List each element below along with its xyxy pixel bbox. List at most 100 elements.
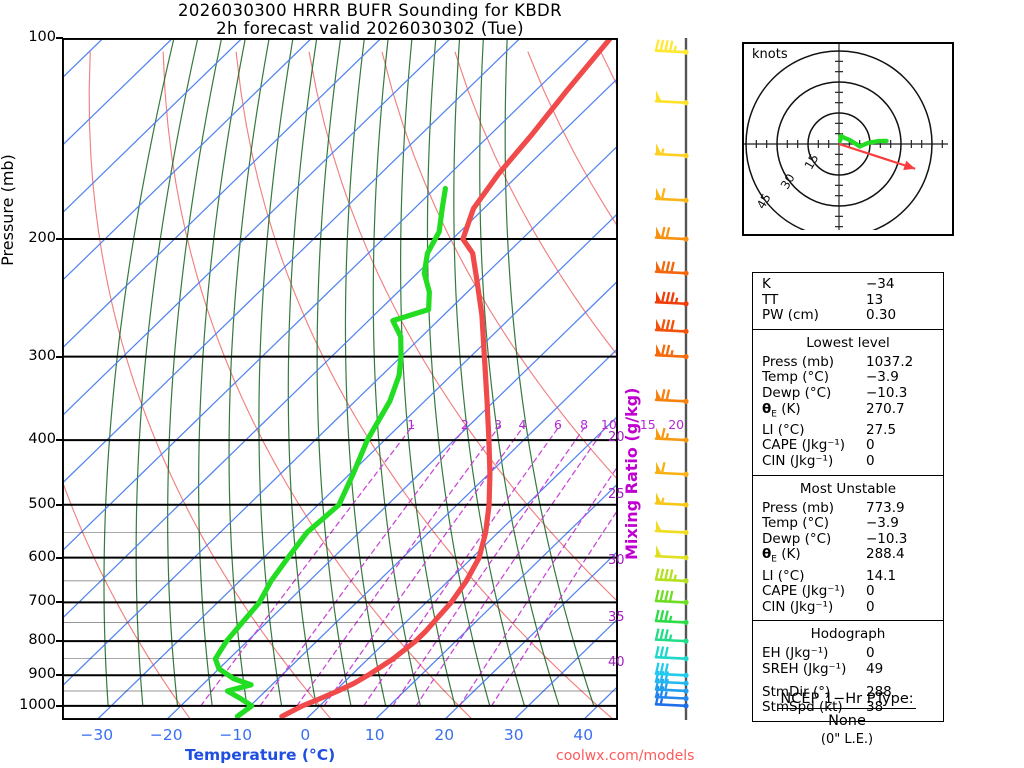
stat-value: 270.7 — [866, 400, 905, 417]
stat-key: CIN (Jkg⁻¹) — [762, 598, 834, 615]
pressure-tick-label: 300 — [28, 347, 56, 364]
stat-key: LI (°C) — [762, 421, 805, 438]
wind-barb — [654, 662, 689, 678]
stat-value: −10.3 — [866, 530, 908, 547]
stat-value: −3.9 — [866, 369, 899, 386]
wind-barb — [654, 568, 689, 584]
stat-key: CIN (Jkg⁻¹) — [762, 453, 834, 470]
stat-key: θE (K) — [762, 546, 801, 566]
stat-value: 49 — [866, 661, 884, 678]
hodograph-units-label: knots — [752, 47, 788, 62]
pressure-tick — [56, 503, 63, 506]
mixing-ratio-value-label: 1 — [407, 417, 416, 433]
storm-motion-arrowhead — [903, 160, 916, 171]
ptype-liquid-equivalent: (0" L.E.) — [820, 732, 874, 747]
wind-barb — [654, 90, 689, 106]
stat-key: PW (cm) — [762, 307, 819, 324]
pressure-axis-label: Pressure (mb) — [0, 154, 17, 266]
stat-value: 0.30 — [866, 307, 897, 324]
pressure-tick — [56, 355, 63, 358]
pressure-tick — [56, 640, 63, 643]
mixing-ratio-axis-tick: 35 — [608, 610, 625, 625]
stats-section-most-unstable: Most Unstable Press (mb) 773.9 Temp (°C) −3… — [753, 476, 943, 622]
skewt-canvas — [62, 38, 618, 720]
wind-barb-column[interactable] — [636, 38, 714, 720]
stat-row: SREH (Jkg⁻¹) 49 — [753, 661, 943, 678]
stat-row: CAPE (Jkg⁻¹) 0 — [753, 584, 943, 600]
stat-value: 38 — [866, 699, 884, 716]
wind-barb — [654, 427, 689, 443]
stat-key: LI (°C) — [762, 567, 805, 584]
mixing-ratio-lines — [200, 424, 618, 707]
mixing-ratio-value-label: 15 — [639, 417, 656, 433]
stat-key: CAPE (Jkg⁻¹) — [762, 583, 846, 600]
stat-row: StmDir (°) 288 — [753, 683, 943, 701]
stat-value: −3.9 — [866, 515, 899, 532]
stat-row: CIN (Jkg⁻¹) 0 — [753, 598, 943, 616]
wind-barb — [654, 344, 689, 360]
stat-value: 773.9 — [866, 499, 905, 516]
pressure-tick-label: 200 — [28, 230, 56, 247]
temperature-tick-label: 0 — [300, 726, 311, 744]
wind-barb — [654, 39, 689, 55]
stat-value: 27.5 — [866, 421, 897, 438]
temperature-tick-label: −30 — [80, 726, 114, 744]
stat-key: CAPE (Jkg⁻¹) — [762, 437, 846, 454]
stat-value: 0 — [866, 453, 875, 470]
stat-row: Press (mb) 1037.2 — [753, 353, 943, 371]
hodograph-ring-label: 15 — [802, 152, 822, 172]
section-heading: Lowest level — [806, 334, 890, 351]
pressure-tick-label: 400 — [28, 431, 56, 448]
ptype-value: None — [828, 713, 866, 729]
mixing-ratio-axis-tick: 30 — [608, 553, 625, 568]
section-heading: Hodograph — [810, 626, 886, 643]
stat-key: Temp (°C) — [762, 515, 829, 532]
stats-panel: K −34 TT 13 PW (cm) 0.30 Lowest level Pr… — [752, 272, 944, 722]
stat-key: Press (mb) — [762, 353, 835, 370]
mixing-ratio-value-label: 20 — [668, 417, 685, 433]
hodograph-panel[interactable]: knots 15 30 45 — [735, 40, 954, 248]
pressure-tick-label: 1000 — [19, 696, 56, 713]
stat-row: Press (mb) 773.9 — [753, 499, 943, 517]
wind-barb — [654, 589, 689, 605]
wind-barb — [654, 260, 689, 276]
temperature-tick-label: 30 — [503, 726, 524, 744]
stat-key: TT — [762, 291, 779, 308]
title-line-2: 2h forecast valid 2026030302 (Tue) — [216, 19, 524, 38]
stat-key: StmDir (°) — [762, 683, 831, 700]
stat-row: θE (K) 270.7 — [753, 400, 943, 423]
section-heading: Most Unstable — [799, 480, 897, 497]
wind-barb — [654, 519, 689, 536]
pressure-tick-label: 500 — [28, 495, 56, 512]
wind-barb — [654, 628, 689, 644]
stat-value: 0 — [866, 583, 875, 600]
hodograph-ring-label: 30 — [778, 171, 798, 191]
plot-background — [62, 38, 618, 720]
skewt-plot[interactable] — [62, 38, 618, 720]
dewpoint-curve — [212, 185, 448, 719]
wind-barb — [654, 678, 689, 694]
wind-barb — [654, 143, 689, 159]
stat-row: CAPE (Jkg⁻¹) 0 — [753, 438, 943, 454]
stat-row: Temp (°C) −3.9 — [753, 516, 943, 532]
wind-barb — [654, 685, 689, 702]
stat-row: LI (°C) 14.1 — [753, 567, 943, 585]
lowest-level-rows: Press (mb) 1037.2 Temp (°C) −3.9 Dewp (°C) −1… — [753, 353, 943, 470]
stat-key: K — [762, 276, 771, 292]
stat-value: 288 — [866, 683, 892, 700]
pressure-tick-label: 600 — [28, 548, 56, 565]
plot-border — [62, 38, 618, 720]
stat-value: 0 — [866, 437, 875, 454]
wind-barb — [654, 226, 689, 242]
stat-key: StmSpd (kt) — [762, 699, 843, 716]
stat-row: θE (K) 288.4 — [753, 547, 943, 568]
mixing-ratio-value-label: 10 — [600, 417, 617, 433]
wind-barb — [654, 492, 689, 508]
pressure-tick — [56, 238, 63, 241]
stat-key: Temp (°C) — [762, 369, 829, 386]
pressure-tick — [56, 674, 63, 677]
mixing-ratio-value-label: 2 — [460, 417, 469, 433]
mixing-ratio-axis-tick: 40 — [608, 655, 625, 670]
stat-row: LI (°C) 27.5 — [753, 421, 943, 439]
hodograph-stat-rows: EH (Jkg⁻¹) 0 SREH (Jkg⁻¹) 49 StmDir (°) 288 St… — [753, 646, 943, 715]
